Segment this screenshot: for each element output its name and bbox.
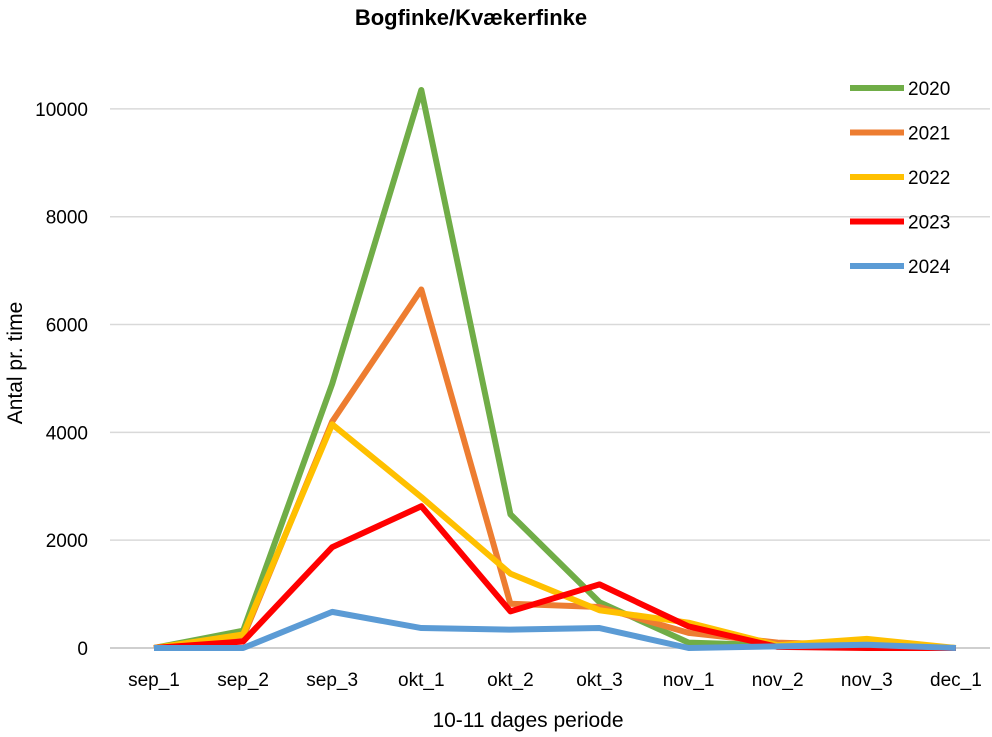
x-tick-label: nov_2 [752,670,804,691]
x-axis-tick-labels: sep_1 sep_2 sep_3 okt_1 okt_2 okt_3 nov_1 nov_2… [128,670,982,691]
series-lines [153,87,957,651]
y-tick-label: 6000 [46,316,88,337]
series-line-2024 [154,608,957,651]
y-axis-tick-labels: 0 2000 4000 6000 8000 10000 [35,100,88,660]
legend-label-2023: 2023 [908,213,950,234]
chart-title: Bogfinke/Kvækerfinke [355,5,587,30]
legend-label-2021: 2021 [908,124,950,145]
x-tick-label: dec_1 [930,670,982,691]
y-tick-label: 8000 [46,208,88,229]
x-tick-label: okt_3 [576,670,622,691]
y-axis-title: Antal pr. time [4,302,27,425]
series-line-2022 [153,421,957,651]
legend-label-2020: 2020 [908,79,950,100]
x-tick-label: nov_1 [663,670,715,691]
x-tick-label: sep_1 [128,670,180,691]
legend-label-2024: 2024 [908,257,951,278]
x-tick-label: nov_3 [841,670,893,691]
x-tick-label: sep_3 [306,670,358,691]
legend: 2020 2021 2022 2023 2024 [850,79,951,278]
x-tick-label: okt_2 [487,670,533,691]
y-tick-label: 4000 [46,423,88,444]
y-tick-label: 2000 [46,531,88,552]
y-tick-label: 10000 [35,100,88,121]
x-axis-title: 10-11 dages periode [432,709,623,732]
gridlines [110,108,990,649]
y-tick-label: 0 [77,639,88,660]
legend-label-2022: 2022 [908,168,950,189]
x-tick-label: sep_2 [217,670,269,691]
x-tick-label: okt_1 [398,670,444,691]
